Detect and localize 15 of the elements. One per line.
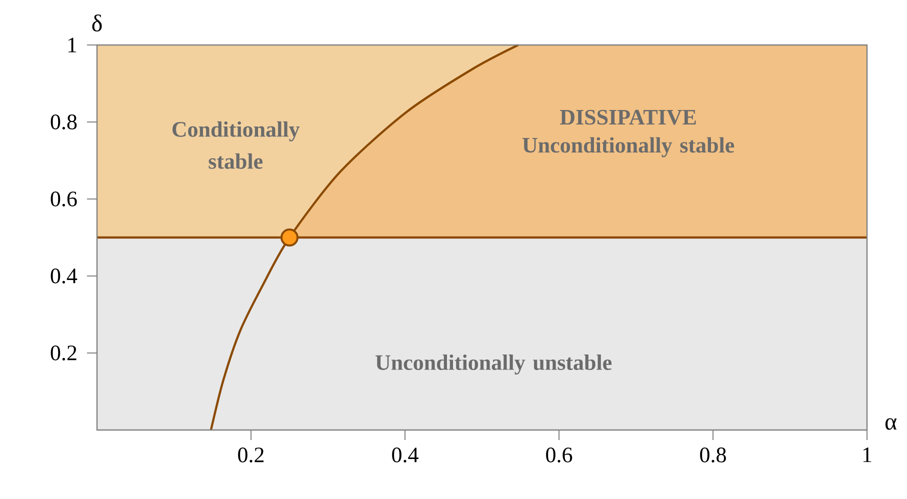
band-label: Unconditionally unstable: [376, 354, 612, 375]
y-tick-label: 0.2: [50, 346, 76, 360]
x-tick-label: 0.6: [546, 448, 572, 462]
y-tick-label: 0.8: [50, 114, 77, 130]
x-axis-title: α: [885, 418, 897, 430]
x-tick-label: 0.4: [392, 448, 418, 462]
y-axis-title: δ: [92, 14, 102, 32]
x-tick-label: 0.8: [700, 448, 726, 462]
x-tick-label: 1: [863, 448, 872, 462]
y-tick-label: 0.4: [50, 268, 78, 284]
x-tick-label: 0.2: [238, 448, 264, 462]
y-tick-label: 0.6: [50, 192, 77, 206]
band-label: Conditionally stable: [172, 121, 300, 169]
y-tick-label: 1: [68, 38, 76, 52]
series-label: DISSIPATIVE Unconditionally stable: [522, 110, 734, 158]
